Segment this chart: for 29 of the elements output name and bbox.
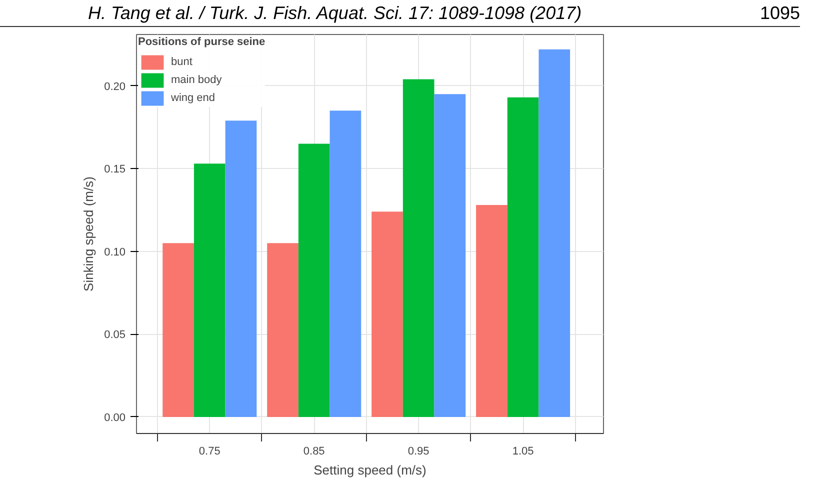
- y-tick-label: 0.10: [104, 246, 126, 258]
- x-tick-label: 0.85: [303, 446, 325, 458]
- bar: [372, 212, 403, 417]
- x-tick-label: 1.05: [512, 446, 534, 458]
- bar: [538, 49, 570, 417]
- legend-label: bunt: [171, 56, 194, 68]
- bar: [162, 243, 194, 417]
- bar: [476, 205, 508, 417]
- text: 1095: [760, 2, 800, 25]
- y-tick-label: 0.15: [104, 164, 126, 176]
- legend-label: main body: [171, 74, 223, 86]
- bar: [402, 79, 434, 417]
- x-axis-title: Setting speed (m/s): [314, 462, 426, 478]
- y-tick-label: 0.20: [104, 80, 126, 93]
- x-tick-label: 0.75: [198, 446, 220, 458]
- bar: [267, 243, 298, 417]
- y-axis-title: Sinking speed (m/s): [81, 176, 96, 292]
- bar: [298, 144, 330, 417]
- legend-title: Positions of purse seine: [138, 36, 266, 48]
- y-tick-label: 0.00: [104, 412, 126, 424]
- x-tick-label: 0.95: [408, 446, 430, 458]
- bar: [507, 97, 539, 417]
- bar: [434, 94, 466, 417]
- bar: [194, 164, 226, 417]
- legend-label: wing end: [171, 92, 216, 104]
- text: H. Tang et al. / Turk. J. Fish. Aquat. Sci. 17: 1089-1098 (2017): [87, 2, 582, 25]
- bar: [225, 120, 257, 417]
- bar: [330, 110, 362, 417]
- y-tick-label: 0.05: [104, 329, 126, 342]
